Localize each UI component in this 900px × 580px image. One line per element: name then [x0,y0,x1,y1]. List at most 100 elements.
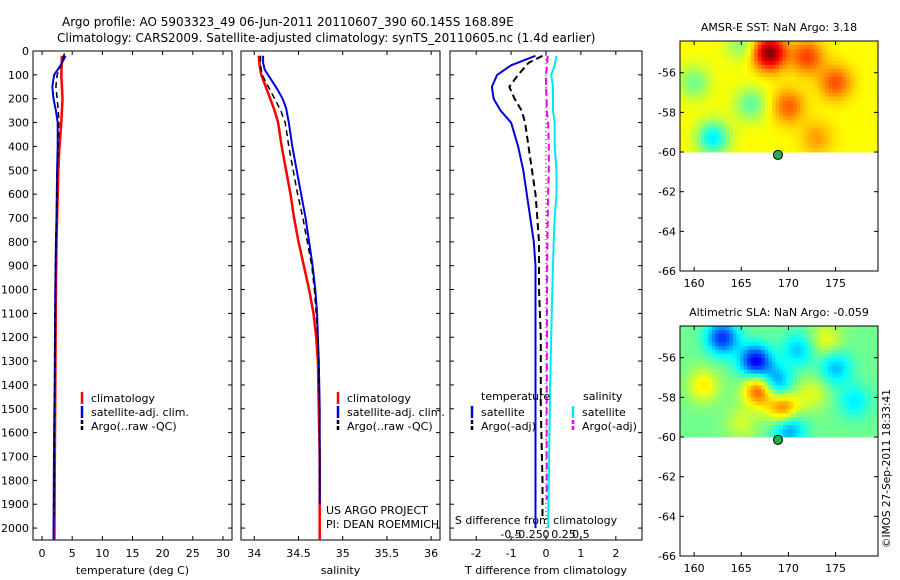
map-cell [803,341,808,347]
map-cell [842,345,847,351]
map-cell [817,377,822,382]
map-cell [800,80,805,86]
map-cell [803,397,808,402]
map-cell [683,333,688,339]
map-cell [832,104,836,109]
map-cell [711,381,716,386]
map-cell [779,425,783,430]
map-cell [747,425,752,430]
map-cell [757,353,762,359]
map-cell [722,44,727,50]
map-cell [683,393,688,398]
map-cell [817,64,822,70]
map-cell [821,136,826,141]
map-cell [768,64,773,70]
map-cell [810,389,815,394]
map-cell [796,44,801,50]
map-cell [740,41,745,46]
map-cell [729,116,734,121]
map-cell [750,41,755,46]
map-cell [856,369,861,374]
map-cell [789,433,794,438]
map-cell [828,373,833,378]
map-cell [683,124,688,129]
map-cell [800,76,805,82]
map-cell [853,56,858,62]
map-cell [832,100,836,105]
map-cell [856,361,861,367]
map-cell [782,100,787,105]
map-cell [796,329,801,335]
map-cell [832,373,836,378]
map-cell [835,417,840,422]
map-cell [750,68,755,74]
map-cell [789,104,794,109]
map-cell [680,425,684,430]
depth-tick-label: 1600 [1,427,29,440]
map-cell [687,409,692,414]
map-cell [771,72,776,78]
map-cell [729,385,734,390]
map-cell [704,108,709,113]
longitude-tick-label: 160 [684,277,705,290]
map-cell [680,124,684,129]
map-cell [715,369,720,374]
map-cell [701,393,706,398]
map-cell [870,397,875,402]
map-cell [708,144,713,149]
map-cell [870,429,875,434]
map-cell [711,128,716,133]
map-cell [736,124,741,129]
map-cell [828,353,833,359]
map-cell [800,104,805,109]
map-cell [743,341,748,347]
map-cell [793,417,798,422]
legend-title: temperature [481,390,550,403]
map-cell [810,80,815,86]
depth-tick-label: 100 [8,69,29,82]
map-cell [761,389,766,394]
map-cell [722,377,727,382]
map-cell [846,345,851,351]
map-cell [832,44,836,50]
map-cell [832,337,836,343]
map-cell [687,353,692,359]
map-cell [789,345,794,351]
map-cell [779,112,783,117]
map-cell [729,405,734,410]
map-cell [874,381,879,386]
map-cell [849,385,854,390]
map-cell [786,337,791,343]
map-cell [761,421,766,426]
map-cell [853,88,858,93]
map-cell [867,100,872,105]
map-cell [747,409,752,414]
map-cell [733,326,737,331]
map-cell [846,96,851,101]
map-cell [832,112,836,117]
map-cell [796,84,801,89]
map-cell [863,68,868,74]
map-cell [779,88,783,93]
map-cell [807,56,812,62]
map-cell [715,409,720,414]
map-cell [690,433,695,438]
map-cell [810,337,815,343]
map-cell [870,96,875,101]
map-cell [775,124,780,129]
map-cell [821,326,826,331]
map-cell [729,361,734,367]
map-cell [807,88,812,93]
map-cell [853,365,858,371]
map-cell [828,60,833,66]
map-cell [846,76,851,82]
map-cell [697,393,702,398]
map-cell [701,409,706,414]
map-cell [704,52,709,58]
map-cell [750,88,755,93]
map-cell [754,377,759,382]
map-cell [796,337,801,343]
map-cell [736,377,741,382]
map-cell [697,385,702,390]
map-cell [842,429,847,434]
